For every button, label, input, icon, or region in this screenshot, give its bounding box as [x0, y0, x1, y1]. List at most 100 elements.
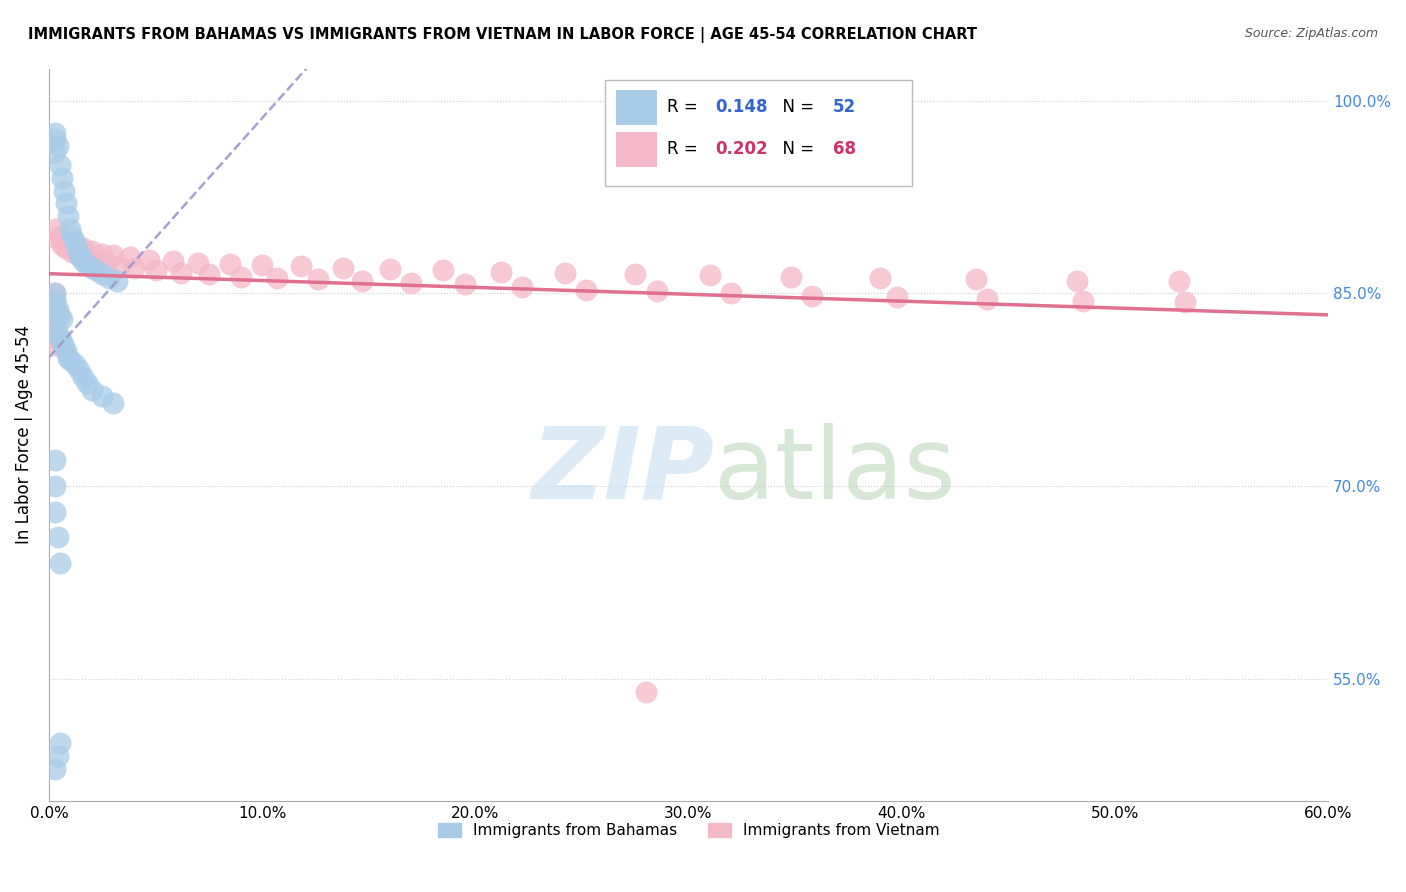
Point	[699, 268, 721, 283]
Point	[91, 267, 114, 281]
Point	[44, 299, 66, 313]
Bar	[616, 90, 657, 125]
Point	[46, 748, 69, 763]
Point	[91, 246, 114, 260]
Point	[229, 269, 252, 284]
Point	[46, 301, 69, 316]
Text: ZIP: ZIP	[531, 423, 714, 520]
Point	[645, 284, 668, 298]
Point	[67, 249, 90, 263]
Point	[1174, 295, 1197, 310]
Point	[886, 290, 908, 304]
Point	[44, 132, 66, 146]
Point	[66, 241, 89, 255]
Point	[1167, 273, 1189, 287]
Point	[67, 363, 90, 377]
Point	[44, 286, 66, 301]
Point	[266, 271, 288, 285]
Point	[76, 258, 98, 272]
Point	[62, 228, 84, 243]
Point	[63, 235, 86, 249]
Point	[44, 331, 66, 345]
Point	[67, 248, 90, 262]
Point	[44, 310, 66, 324]
Point	[307, 272, 329, 286]
Point	[44, 305, 66, 319]
Point	[84, 254, 107, 268]
Point	[46, 138, 69, 153]
Point	[59, 222, 82, 236]
Point	[52, 340, 75, 354]
Point	[55, 196, 77, 211]
Point	[56, 209, 79, 223]
Point	[454, 277, 477, 292]
Point	[510, 280, 533, 294]
Point	[44, 479, 66, 493]
Point	[48, 158, 70, 172]
Point	[187, 255, 209, 269]
Point	[46, 531, 69, 545]
Point	[101, 248, 124, 262]
Point	[145, 263, 167, 277]
Point	[59, 353, 82, 368]
Point	[66, 240, 89, 254]
Point	[401, 276, 423, 290]
Point	[44, 222, 66, 236]
Point	[965, 272, 987, 286]
Point	[489, 264, 512, 278]
Point	[976, 292, 998, 306]
Point	[44, 312, 66, 326]
Point	[76, 252, 98, 266]
Point	[801, 289, 824, 303]
Point	[51, 170, 73, 185]
Point	[91, 389, 114, 403]
Point	[44, 293, 66, 307]
Point	[80, 383, 103, 397]
Point	[48, 310, 70, 324]
Text: IMMIGRANTS FROM BAHAMAS VS IMMIGRANTS FROM VIETNAM IN LABOR FORCE | AGE 45-54 CO: IMMIGRANTS FROM BAHAMAS VS IMMIGRANTS FR…	[28, 27, 977, 43]
Point	[44, 299, 66, 313]
Point	[51, 335, 73, 350]
Legend: Immigrants from Bahamas, Immigrants from Vietnam: Immigrants from Bahamas, Immigrants from…	[432, 817, 945, 845]
Point	[44, 762, 66, 776]
Point	[46, 305, 69, 319]
Point	[70, 251, 93, 265]
Point	[554, 266, 576, 280]
Point	[51, 237, 73, 252]
Point	[138, 252, 160, 267]
Point	[378, 262, 401, 277]
Point	[55, 241, 77, 255]
Point	[44, 325, 66, 339]
Point	[80, 260, 103, 275]
Point	[72, 254, 94, 268]
Text: 0.148: 0.148	[716, 98, 768, 116]
Point	[1066, 273, 1088, 287]
Point	[44, 145, 66, 159]
Point	[219, 257, 242, 271]
Text: N =: N =	[772, 98, 820, 116]
Point	[44, 293, 66, 307]
Point	[48, 556, 70, 570]
Point	[44, 453, 66, 467]
Point	[46, 327, 69, 342]
Point	[59, 237, 82, 252]
Point	[52, 184, 75, 198]
Point	[62, 245, 84, 260]
Point	[105, 273, 128, 287]
Point	[624, 267, 647, 281]
Point	[332, 260, 354, 275]
Point	[96, 257, 118, 271]
Point	[44, 318, 66, 333]
Point	[46, 232, 69, 246]
Point	[290, 260, 312, 274]
Point	[162, 254, 184, 268]
Point	[55, 344, 77, 359]
Text: 0.202: 0.202	[716, 140, 768, 158]
Text: 68: 68	[834, 140, 856, 158]
Point	[48, 736, 70, 750]
Point	[72, 370, 94, 384]
Point	[44, 325, 66, 339]
Point	[52, 235, 75, 249]
Point	[44, 338, 66, 352]
Point	[48, 331, 70, 345]
